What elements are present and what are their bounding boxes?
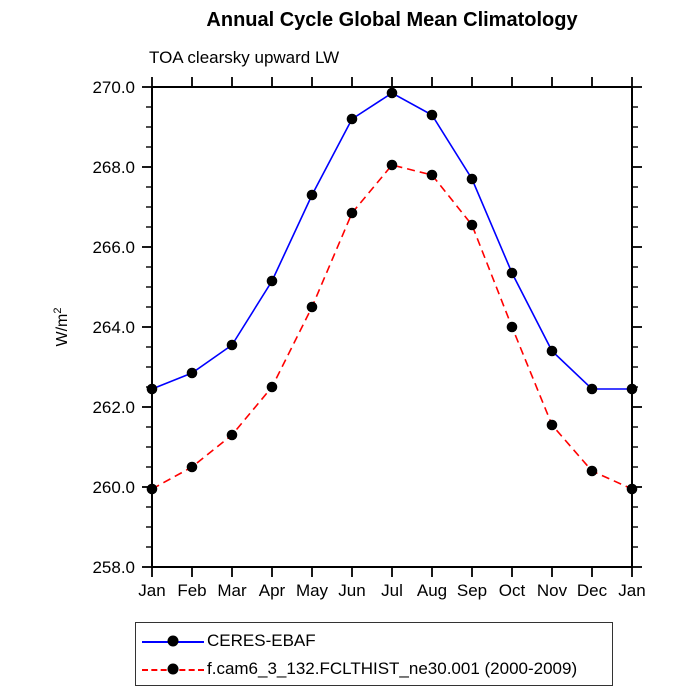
series-line-f-cam6-3-132-fclthist-ne30-001 <box>151 164 633 490</box>
y-axis-tick-label: 262.0 <box>92 398 135 417</box>
data-point-marker <box>466 219 478 231</box>
x-axis-tick-label: Mar <box>217 581 247 600</box>
data-point-marker <box>266 275 278 287</box>
x-axis-tick-label: Jan <box>138 581 165 600</box>
data-point-marker <box>426 109 438 121</box>
data-point-marker <box>146 383 158 395</box>
plot-frame <box>151 86 633 568</box>
y-axis-label: W/m2 <box>52 308 72 347</box>
y-axis-tick-label: 258.0 <box>92 558 135 577</box>
legend-sample <box>142 627 204 655</box>
x-axis-tick-label: May <box>296 581 329 600</box>
legend-marker-dot-icon <box>167 635 179 647</box>
data-point-marker <box>266 381 278 393</box>
data-point-marker <box>226 429 238 441</box>
data-point-marker <box>626 383 638 395</box>
legend-sample <box>142 655 204 683</box>
data-point-marker <box>346 207 358 219</box>
y-axis-tick-label: 270.0 <box>92 78 135 97</box>
data-point-marker <box>466 173 478 185</box>
y-axis-tick-label: 268.0 <box>92 158 135 177</box>
x-axis-tick-label: Dec <box>577 581 608 600</box>
legend-label: f.cam6_3_132.FCLTHIST_ne30.001 (2000-200… <box>207 659 578 678</box>
x-axis-tick-label: Jul <box>381 581 403 600</box>
data-point-marker <box>506 321 518 333</box>
data-point-marker <box>306 189 318 201</box>
x-axis-tick-label: Jan <box>618 581 645 600</box>
legend-item-model-run: f.cam6_3_132.FCLTHIST_ne30.001 (2000-200… <box>136 655 612 683</box>
data-point-marker <box>586 465 598 477</box>
legend-marker-dot-icon <box>167 663 179 675</box>
x-axis-tick-label: Feb <box>177 581 206 600</box>
data-point-marker <box>186 367 198 379</box>
data-point-marker <box>386 159 398 171</box>
y-axis-tick-label: 260.0 <box>92 478 135 497</box>
data-point-marker <box>226 339 238 351</box>
x-axis-tick-label: Aug <box>417 581 447 600</box>
x-axis-tick-label: Nov <box>537 581 568 600</box>
x-axis-tick-label: Sep <box>457 581 487 600</box>
data-point-marker <box>346 113 358 125</box>
y-axis-tick-label: 264.0 <box>92 318 135 337</box>
data-point-marker <box>186 461 198 473</box>
y-axis-label-base: W/m <box>54 313 72 347</box>
x-axis-tick-label: Apr <box>259 581 286 600</box>
data-point-marker <box>386 87 398 99</box>
data-point-marker <box>306 301 318 313</box>
chart-subtitle: TOA clearsky upward LW <box>149 48 340 67</box>
chart-title: Annual Cycle Global Mean Climatology <box>206 9 578 31</box>
series-line-ceres-ebaf <box>151 92 632 390</box>
data-point-marker <box>586 383 598 395</box>
data-point-marker <box>546 419 558 431</box>
data-point-marker <box>146 483 158 495</box>
x-axis-tick-label: Jun <box>338 581 365 600</box>
legend: CERES-EBAF f.cam6_3_132.FCLTHIST_ne30.00… <box>135 622 613 686</box>
x-axis-tick-label: Oct <box>499 581 526 600</box>
legend-item-ceres-ebaf: CERES-EBAF <box>136 627 612 655</box>
data-point-marker <box>426 169 438 181</box>
legend-label: CERES-EBAF <box>207 631 316 650</box>
y-axis-tick-label: 266.0 <box>92 238 135 257</box>
data-point-marker <box>546 345 558 357</box>
data-point-marker <box>626 483 638 495</box>
y-axis-label-superscript: 2 <box>51 307 64 314</box>
data-point-marker <box>506 267 518 279</box>
